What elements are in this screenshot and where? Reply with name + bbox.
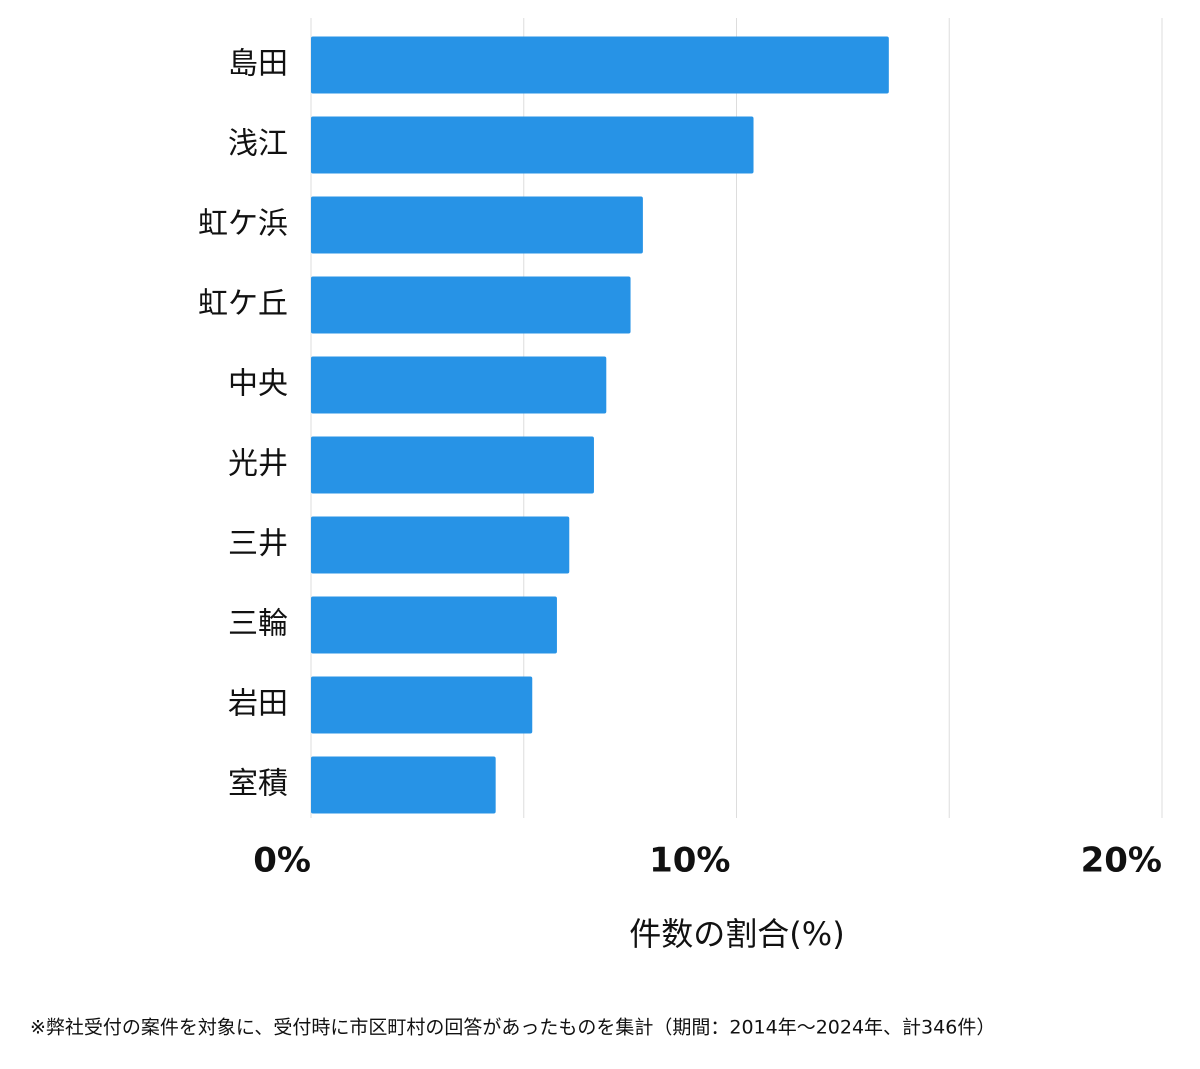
bar [311,676,533,734]
footnote: ※弊社受付の案件を対象に、受付時に市区町村の回答があったものを集計（期間：201… [30,1017,995,1039]
bar [311,436,594,494]
bar [311,356,607,414]
y-tick-label: 室積 [228,767,288,802]
y-tick-label: 中央 [228,367,288,402]
x-tick-label: 20% [1081,841,1162,881]
y-tick-label: 島田 [228,47,288,82]
bar [311,196,643,254]
y-tick-label: 光井 [228,447,288,482]
y-tick-label: 三輪 [228,607,288,642]
y-tick-label: 虹ケ丘 [198,287,288,322]
y-tick-label: 岩田 [228,687,288,722]
bar [311,516,570,574]
x-tick-label: 0% [253,841,311,881]
x-tick-label: 10% [649,841,730,881]
bar [311,276,631,334]
bar [311,756,496,814]
bar [311,116,754,174]
y-tick-label: 三井 [228,527,288,562]
y-tick-label: 浅江 [228,127,288,162]
y-tick-label: 虹ケ浜 [198,207,288,242]
bar [311,36,889,94]
bar [311,596,557,654]
x-axis-label: 件数の割合(%) [629,915,844,953]
